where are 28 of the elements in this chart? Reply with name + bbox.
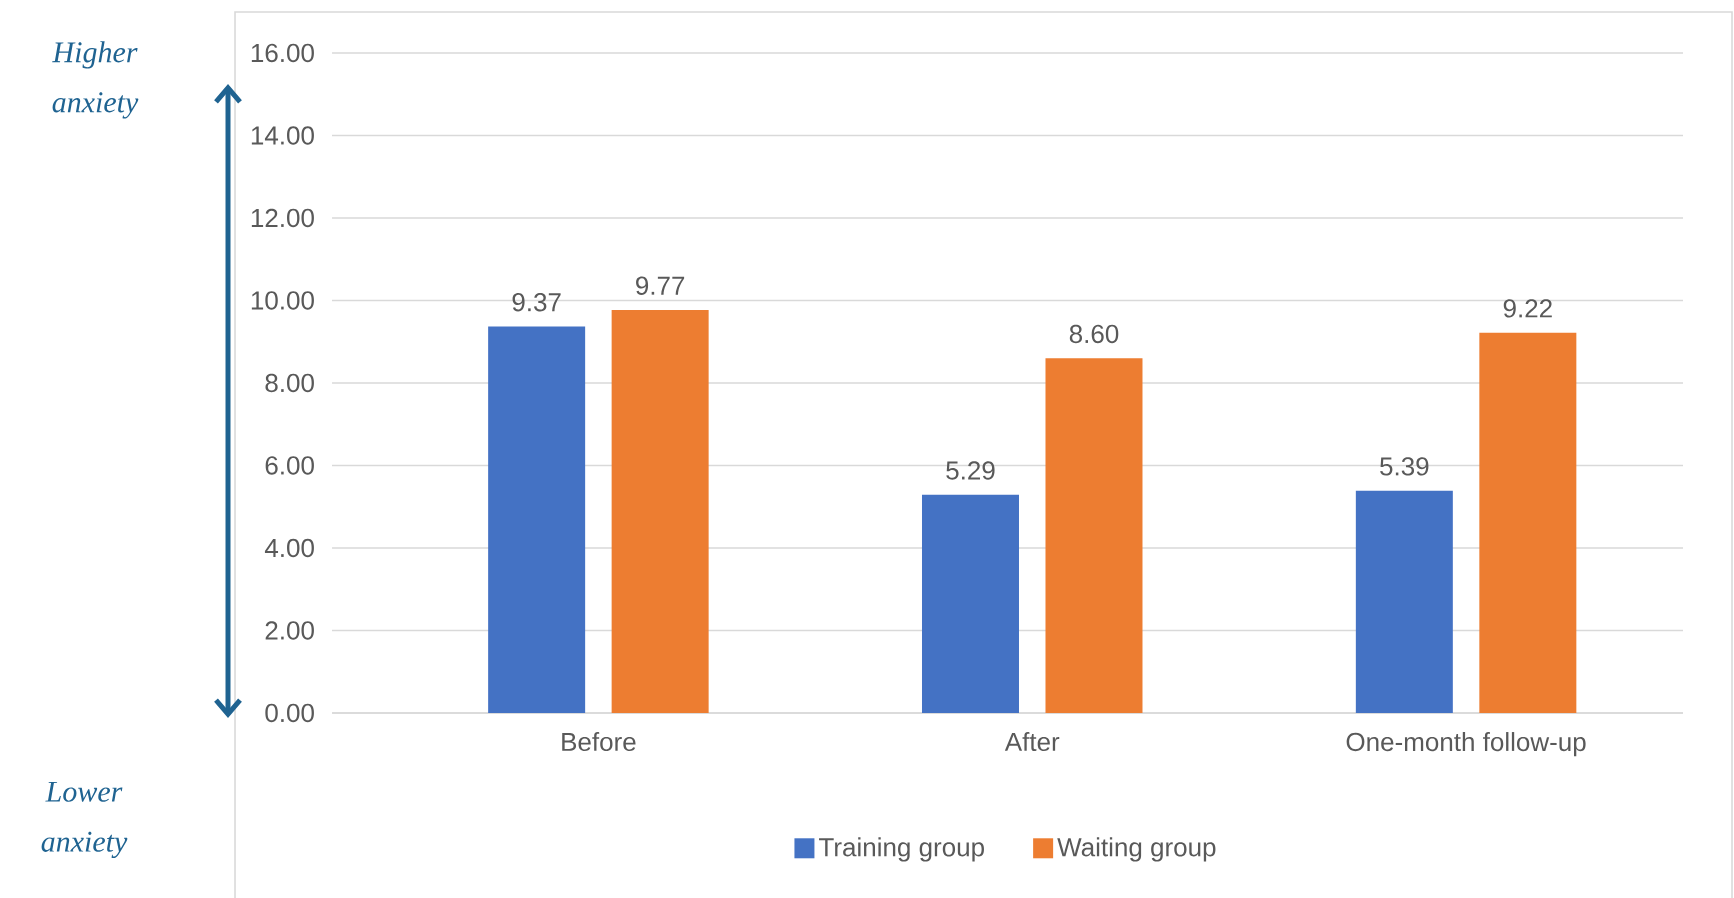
y-tick-label: 10.00 — [251, 291, 314, 310]
text: Lower anxiety — [41, 781, 128, 859]
text: Higher anxiety — [52, 41, 139, 119]
bar — [1355, 490, 1453, 713]
data-label: 5.29 — [946, 461, 995, 480]
bar — [1045, 358, 1143, 713]
y-tick-label: 6.00 — [265, 456, 314, 475]
data-label: 9.37 — [512, 292, 561, 312]
y-tick-label: 0.00 — [265, 703, 314, 723]
bar — [488, 326, 586, 713]
y-tick-label: 2.00 — [265, 621, 314, 640]
x-tick-label: Before — [562, 732, 636, 752]
y-tick-label: 8.00 — [265, 373, 314, 393]
y-tick-label: 16.00 — [251, 43, 314, 63]
data-label: 8.60 — [1069, 324, 1119, 344]
data-label: 9.77 — [636, 276, 685, 295]
bar — [1479, 332, 1577, 713]
data-label: 5.39 — [1380, 457, 1429, 476]
y-tick-label: 12.00 — [251, 208, 314, 228]
x-tick-label: After — [1004, 732, 1060, 752]
y-tick-label: 4.00 — [264, 538, 314, 558]
legend-label: Waiting group — [1057, 837, 1216, 862]
legend-label: Training group — [819, 837, 984, 862]
bar — [611, 309, 709, 713]
y-tick-label: 14.00 — [251, 126, 314, 145]
bar — [921, 494, 1019, 713]
x-tick-label: One-month follow-up — [1346, 732, 1586, 757]
data-label: 9.22 — [1503, 299, 1552, 318]
